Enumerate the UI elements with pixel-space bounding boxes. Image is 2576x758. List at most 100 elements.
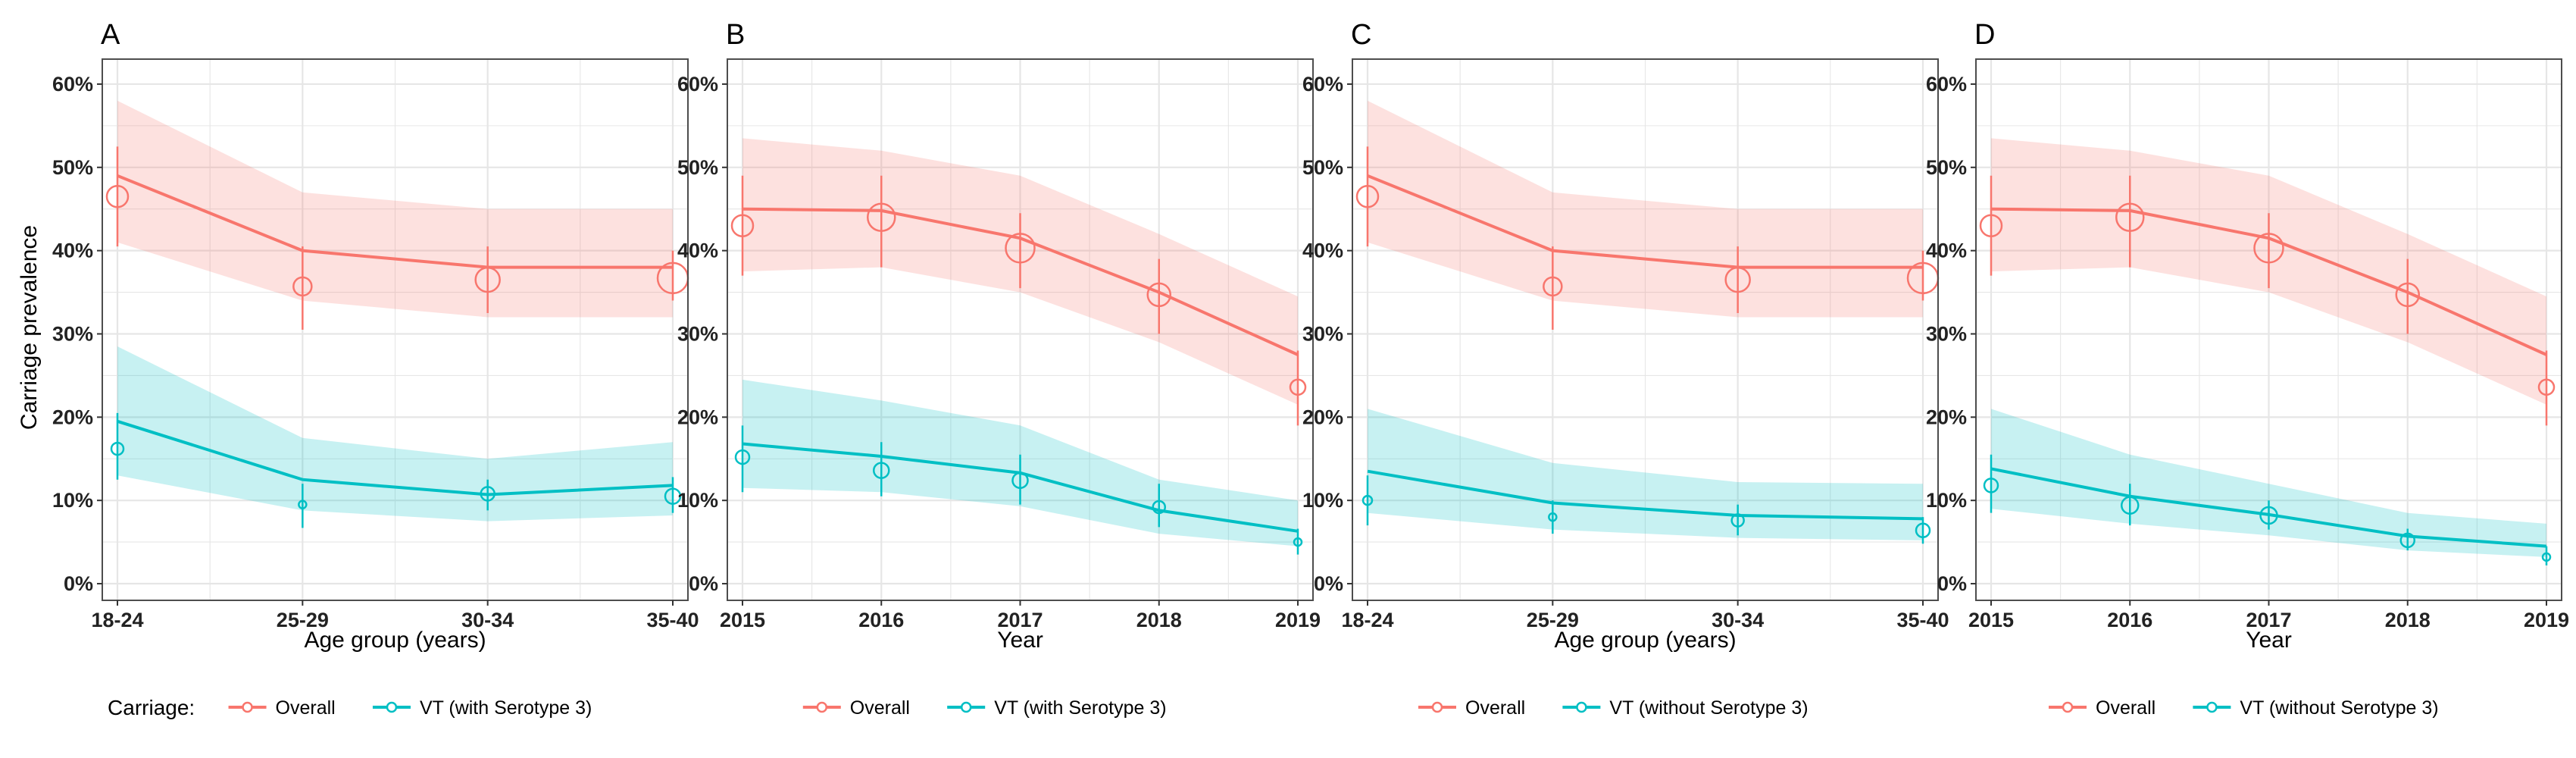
legend-entry-label: Overall [1465, 697, 1525, 719]
y-tick-label: 40% [1302, 240, 1343, 262]
panel-letter: D [1974, 19, 1995, 51]
x-tick-label: 18-24 [1341, 609, 1393, 631]
panel-border [102, 58, 689, 601]
x-tick-label: 2017 [2246, 609, 2291, 631]
x-tick-label: 2018 [1136, 609, 1182, 631]
legend-key-point [2062, 701, 2074, 713]
data-point [292, 276, 313, 297]
y-axis-title: Carriage prevalence [17, 225, 42, 430]
legend-entry-label: VT (without Serotype 3) [1609, 697, 1808, 719]
x-tick-label: 30-34 [461, 609, 514, 631]
y-tick-label: 40% [1926, 240, 1967, 262]
y-tick-label: 50% [1926, 156, 1967, 179]
legend-entry-label: Overall [850, 697, 910, 719]
data-point [1355, 184, 1380, 208]
data-point [474, 266, 501, 293]
series-vt [1983, 409, 2552, 565]
confidence-ribbon [117, 346, 673, 522]
model-line [117, 419, 674, 496]
panel-letter: A [101, 19, 120, 51]
y-tick-label: 50% [1302, 156, 1343, 179]
series-overall [1355, 100, 1940, 330]
y-tick-label: 10% [1302, 489, 1343, 512]
data-point [1361, 494, 1374, 506]
data-point [1005, 233, 1036, 264]
x-tick-label: 2016 [858, 609, 904, 631]
legend-key-point [1576, 701, 1587, 713]
x-tick-label: 25-29 [1527, 609, 1579, 631]
series-vt [110, 346, 682, 528]
series-overall [1979, 138, 2556, 426]
data-point [867, 202, 896, 232]
data-point [1146, 282, 1171, 308]
y-tick-label: 30% [1926, 322, 1967, 345]
legend-entry-label: Overall [276, 697, 336, 719]
x-tick-label: 2019 [1275, 609, 1321, 631]
data-point [1724, 266, 1751, 293]
x-tick-label: 2018 [2385, 609, 2431, 631]
data-point [1011, 471, 1029, 490]
series-vt [1361, 409, 1931, 544]
data-point [664, 487, 682, 505]
y-tick-label: 30% [677, 322, 718, 345]
legend-entry-label: VT (with Serotype 3) [994, 697, 1166, 719]
series-vt [734, 379, 1303, 555]
data-point [2395, 282, 2420, 308]
data-point [2115, 202, 2145, 232]
legend-b: Overall VT (with Serotype 3) [802, 697, 1167, 719]
legend-key-point [386, 701, 398, 713]
x-tick-label: 2016 [2107, 609, 2152, 631]
x-axis-title: Year [997, 628, 1043, 653]
confidence-ribbon [1368, 100, 1923, 318]
panel-b: B 0% 10% 20% 30% 40% 50% 60% 2015 2016 2017 2018 201… [677, 19, 1321, 653]
data-point [730, 214, 755, 237]
series-overall [730, 138, 1307, 426]
y-tick-label: 0% [689, 572, 718, 595]
model-line [1367, 174, 1923, 269]
data-point [298, 500, 308, 509]
panels: A 0% 10% 20% 30% 40% 50% 60% 18-24 25-29 30-34 35-4… [52, 19, 2569, 653]
legend-key-point [816, 701, 828, 713]
data-point [734, 449, 751, 465]
data-point [1983, 478, 1999, 493]
x-axis-title: Year [2246, 628, 2292, 653]
y-tick-label: 0% [1937, 572, 1967, 595]
y-tick-label: 20% [52, 406, 93, 428]
panel-c: C 0% 10% 20% 30% 40% 50% 60% 18-24 25-29 30-34 35-4… [1302, 19, 1949, 653]
data-point [1293, 537, 1303, 547]
x-tick-label: 35-40 [646, 609, 699, 631]
panel-border [1352, 58, 1939, 601]
data-point [105, 184, 130, 208]
y-tick-label: 40% [52, 240, 93, 262]
panel-a: A 0% 10% 20% 30% 40% 50% 60% 18-24 25-29 30-34 35-4… [52, 19, 699, 653]
data-point [2253, 233, 2284, 264]
x-tick-label: 18-24 [91, 609, 143, 631]
y-tick-label: 60% [1926, 73, 1967, 96]
y-tick-label: 20% [677, 406, 718, 428]
series-overall [105, 100, 689, 330]
panel-letter: C [1351, 19, 1371, 51]
y-tick-label: 20% [1926, 406, 1967, 428]
y-tick-label: 60% [677, 73, 718, 96]
y-tick-label: 0% [64, 572, 93, 595]
y-tick-label: 60% [52, 73, 93, 96]
y-tick-label: 50% [677, 156, 718, 179]
x-tick-label: 2015 [1968, 609, 2014, 631]
confidence-ribbon [1368, 409, 1923, 540]
data-point [1979, 214, 2003, 237]
data-point [480, 486, 496, 502]
legend-entry-label: VT (without Serotype 3) [2240, 697, 2438, 719]
x-axis-title: Age group (years) [1554, 628, 1736, 653]
model-line [1367, 469, 1924, 521]
legend-entry-label: Overall [2096, 697, 2156, 719]
x-tick-label: 35-40 [1896, 609, 1949, 631]
data-point [2541, 552, 2552, 562]
data-point [1730, 513, 1745, 528]
y-tick-label: 20% [1302, 406, 1343, 428]
y-tick-label: 30% [52, 322, 93, 345]
data-point [1548, 512, 1558, 522]
data-point [110, 441, 125, 456]
panel-letter: B [726, 19, 745, 51]
